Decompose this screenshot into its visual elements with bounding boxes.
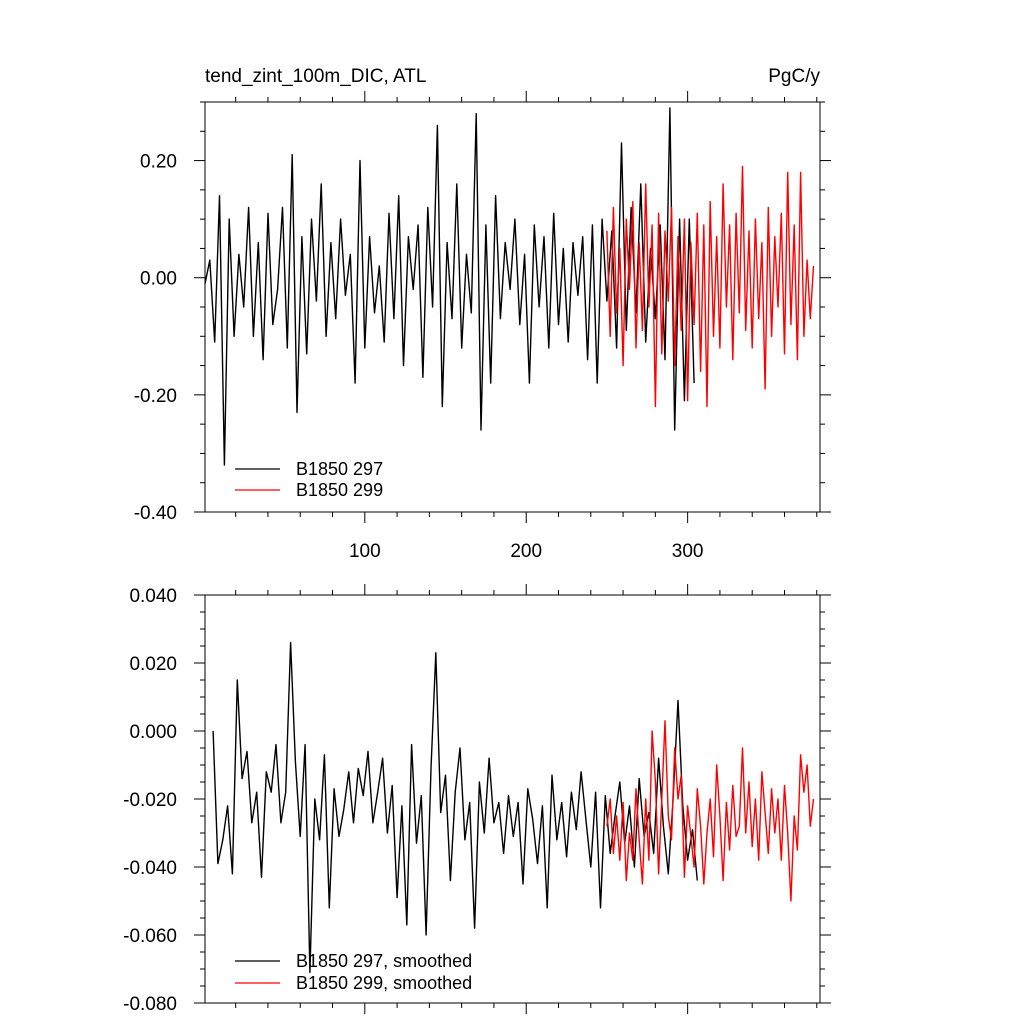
series-line-1 — [606, 165, 815, 408]
x-tick-label: 200 — [510, 541, 542, 562]
y-tick-label: 0.20 — [140, 152, 177, 173]
y-tick-label: 0.020 — [129, 654, 177, 675]
top-panel-units: PgC/y — [768, 66, 820, 87]
series-line-0 — [212, 641, 698, 974]
legend-label: B1850 297 — [296, 459, 383, 479]
y-tick-label: 0.040 — [129, 586, 177, 607]
y-tick-label: 0.000 — [129, 722, 177, 743]
legend-label: B1850 299, smoothed — [296, 973, 472, 993]
legend-label: B1850 297, smoothed — [296, 951, 472, 971]
y-tick-label: -0.20 — [134, 386, 177, 407]
y-tick-label: -0.40 — [134, 503, 177, 524]
top-panel-legend: B1850 297 B1850 299 — [235, 459, 383, 500]
y-tick-label: 0.00 — [140, 269, 177, 290]
y-tick-label: -0.080 — [123, 994, 177, 1015]
top-panel-frame — [204, 101, 821, 513]
bottom-panel: -0.080-0.060-0.040-0.0200.0000.0200.040 … — [123, 584, 831, 1015]
y-tick-label: -0.020 — [123, 790, 177, 811]
y-tick-label: -0.060 — [123, 926, 177, 947]
top-panel: tend_zint_100m_DIC, ATL PgC/y 100 200 300 -… — [134, 66, 831, 562]
y-tick-label: -0.040 — [123, 858, 177, 879]
bottom-panel-ticks: -0.080 -0.060 -0.040 -0.020 0.000 0.020 0.040 — [123, 584, 831, 1015]
top-panel-title: tend_zint_100m_DIC, ATL — [205, 66, 426, 87]
bottom-panel-frame — [204, 594, 821, 1004]
legend-label: B1850 299 — [296, 480, 383, 500]
x-tick-label: 100 — [349, 541, 381, 562]
bottom-panel-legend: B1850 297, smoothed B1850 299, smoothed — [235, 951, 472, 993]
x-tick-label: 300 — [672, 541, 704, 562]
top-panel-series — [204, 107, 815, 466]
series-line-1 — [606, 720, 815, 902]
bottom-panel-series — [212, 641, 815, 974]
top-panel-ticks: 100 200 300 -0.40 -0.20 0.00 0.20 — [134, 91, 831, 562]
